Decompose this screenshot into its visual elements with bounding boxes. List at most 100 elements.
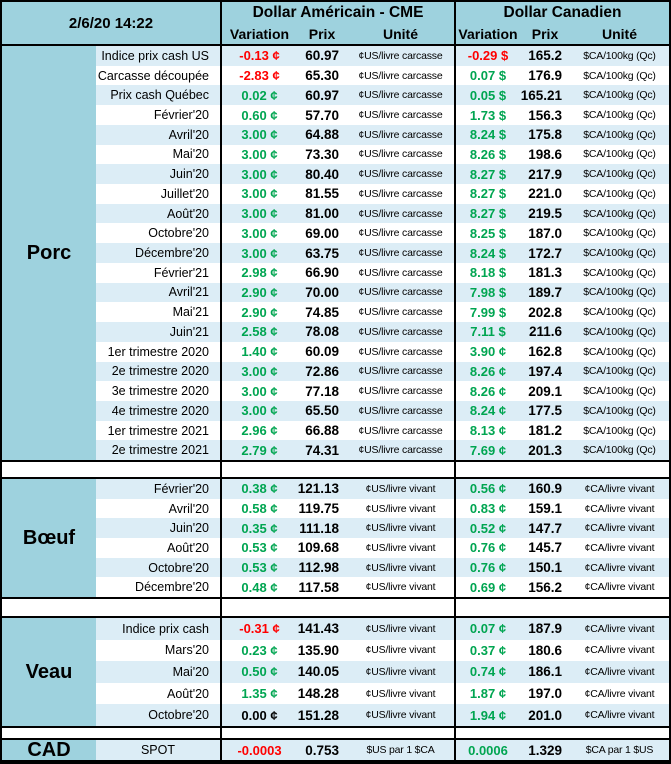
ca-unit-cell[interactable]: ¢CA/livre vivant	[584, 687, 655, 700]
us-prix-cell[interactable]: 81.55	[305, 186, 339, 202]
ca-prix-cell[interactable]: 217.9	[528, 166, 562, 182]
us-unit-cell[interactable]: ¢US/livre carcasse	[358, 404, 443, 417]
row-label[interactable]: Octobre'20	[148, 708, 209, 723]
ca-prix-cell[interactable]: 172.7	[528, 245, 562, 261]
us-variation-cell[interactable]: 0.35 ¢	[220, 518, 297, 539]
us-prix-cell[interactable]: 111.18	[299, 520, 339, 536]
ca-unit-cell[interactable]: $CA/100kg (Qc)	[583, 424, 656, 437]
us-variation-cell[interactable]: 1.35 ¢	[220, 682, 297, 705]
row-label[interactable]: Avril'20	[168, 501, 209, 516]
us-unit-cell[interactable]: ¢US/livre carcasse	[358, 187, 443, 200]
ca-prix-cell[interactable]: 147.7	[528, 520, 562, 536]
us-unit-cell[interactable]: ¢US/livre carcasse	[358, 424, 443, 437]
us-unit-cell[interactable]: ¢US/livre vivant	[365, 687, 436, 700]
us-unit-cell[interactable]: ¢US/livre carcasse	[358, 266, 443, 279]
ca-variation-cell[interactable]: 0.37 ¢	[454, 639, 520, 662]
us-unit-cell[interactable]: ¢US/livre carcasse	[358, 247, 443, 260]
row-label[interactable]: Juin'20	[169, 167, 209, 182]
ca-variation-cell[interactable]: 3.90 ¢	[454, 341, 520, 362]
us-variation-cell[interactable]: 0.23 ¢	[220, 639, 297, 662]
row-label[interactable]: Octobre'20	[148, 226, 209, 241]
ca-prix-cell[interactable]: 201.0	[528, 707, 562, 723]
us-prix-cell[interactable]: 78.08	[305, 324, 339, 340]
ca-prix-cell[interactable]: 181.3	[528, 265, 562, 281]
us-prix-cell[interactable]: 72.86	[305, 363, 339, 379]
ca-unit-cell[interactable]: $CA/100kg (Qc)	[583, 345, 656, 358]
row-label[interactable]: Avril'21	[168, 285, 209, 300]
us-unit-cell[interactable]: ¢US/livre vivant	[365, 709, 436, 722]
ca-variation-cell[interactable]: 0.05 $	[454, 85, 520, 106]
us-unit-cell[interactable]: ¢US/livre vivant	[365, 502, 436, 515]
us-variation-cell[interactable]: 2.90 ¢	[220, 302, 297, 323]
row-label[interactable]: 1er trimestre 2020	[107, 344, 209, 359]
us-variation-cell[interactable]: 0.48 ¢	[220, 577, 297, 598]
us-prix-cell[interactable]: 74.85	[305, 304, 339, 320]
us-prix-cell[interactable]: 70.00	[305, 284, 339, 300]
row-label[interactable]: Décembre'20	[135, 246, 209, 261]
row-label[interactable]: Carcasse découpée	[97, 68, 209, 83]
ca-unit-cell[interactable]: $CA/100kg (Qc)	[583, 227, 656, 240]
ca-unit-cell[interactable]: $CA/100kg (Qc)	[583, 385, 656, 398]
row-label[interactable]: Avril'20	[168, 127, 209, 142]
us-unit-cell[interactable]: ¢US/livre vivant	[365, 561, 436, 574]
ca-variation-cell[interactable]: 7.99 $	[454, 302, 520, 323]
ca-variation-cell[interactable]: 0.52 ¢	[454, 518, 520, 539]
us-variation-cell[interactable]: 0.00 ¢	[220, 704, 297, 726]
us-variation-cell[interactable]: 3.00 ¢	[220, 124, 297, 145]
ca-variation-cell[interactable]: 0.74 ¢	[454, 661, 520, 683]
us-variation-cell[interactable]: 2.96 ¢	[220, 420, 297, 441]
us-prix-cell[interactable]: 65.30	[305, 68, 339, 84]
ca-unit-cell[interactable]: $CA/100kg (Qc)	[583, 128, 656, 141]
us-prix-cell[interactable]: 69.00	[305, 225, 339, 241]
ca-prix-cell[interactable]: 198.6	[528, 146, 562, 162]
us-prix-cell[interactable]: 77.18	[305, 383, 339, 399]
us-variation-cell[interactable]: 2.79 ¢	[220, 440, 297, 461]
us-prix-cell[interactable]: 60.09	[305, 344, 339, 360]
us-unit-cell[interactable]: ¢US/livre carcasse	[358, 168, 443, 181]
us-prix-cell[interactable]: 81.00	[305, 206, 339, 222]
ca-prix-cell[interactable]: 189.7	[528, 284, 562, 300]
us-unit-cell[interactable]: ¢US/livre carcasse	[358, 128, 443, 141]
ca-unit-cell[interactable]: $CA/100kg (Qc)	[583, 187, 656, 200]
us-variation-cell[interactable]: -0.13 ¢	[220, 46, 297, 66]
row-label[interactable]: Juillet'20	[160, 186, 209, 201]
ca-variation-cell[interactable]: 1.94 ¢	[454, 704, 520, 726]
us-variation-cell[interactable]: 3.00 ¢	[220, 361, 297, 382]
row-label[interactable]: Mars'20	[164, 643, 209, 658]
ca-prix-cell[interactable]: 186.1	[528, 664, 562, 680]
row-label[interactable]: 1er trimestre 2021	[107, 423, 209, 438]
ca-prix-cell[interactable]: 209.1	[528, 383, 562, 399]
ca-prix-cell[interactable]: 156.3	[528, 107, 562, 123]
us-variation-cell[interactable]: 0.50 ¢	[220, 661, 297, 683]
ca-unit-cell[interactable]: $CA/100kg (Qc)	[583, 207, 656, 220]
us-unit-cell[interactable]: ¢US/livre carcasse	[358, 89, 443, 102]
ca-prix-cell[interactable]: 187.0	[528, 225, 562, 241]
us-prix-cell[interactable]: 112.98	[298, 560, 339, 576]
us-unit-cell[interactable]: ¢US/livre carcasse	[358, 227, 443, 240]
ca-unit-cell[interactable]: ¢CA/livre vivant	[584, 482, 655, 495]
ca-prix-cell[interactable]: 197.0	[528, 686, 562, 702]
row-label[interactable]: Août'20	[166, 686, 209, 701]
ca-variation-cell[interactable]: 0.07 ¢	[454, 618, 520, 640]
ca-variation-cell[interactable]: 8.24 $	[454, 124, 520, 145]
row-label[interactable]: Mai'20	[172, 147, 209, 162]
us-variation-cell[interactable]: 3.00 ¢	[220, 223, 297, 244]
us-prix-cell[interactable]: 66.90	[305, 265, 339, 281]
row-label[interactable]: Février'21	[153, 265, 209, 280]
us-variation-cell[interactable]: 3.00 ¢	[220, 243, 297, 263]
ca-unit-cell[interactable]: $CA par 1 $US	[585, 744, 654, 756]
us-variation-cell[interactable]: 0.53 ¢	[220, 557, 297, 578]
us-variation-cell[interactable]: 2.58 ¢	[220, 322, 297, 342]
row-label[interactable]: Décembre'20	[135, 580, 209, 595]
us-variation-cell[interactable]: 3.00 ¢	[220, 203, 297, 224]
us-unit-cell[interactable]: ¢US/livre carcasse	[358, 325, 443, 338]
us-variation-cell[interactable]: -0.31 ¢	[220, 618, 297, 640]
ca-unit-cell[interactable]: $CA/100kg (Qc)	[583, 89, 656, 102]
ca-variation-cell[interactable]: 8.26 ¢	[454, 361, 520, 382]
ca-variation-cell[interactable]: -0.29 $	[454, 46, 520, 66]
us-unit-cell[interactable]: ¢US/livre vivant	[365, 541, 436, 554]
row-label[interactable]: 2e trimestre 2020	[111, 364, 209, 379]
ca-prix-cell[interactable]: 165.21	[520, 87, 562, 103]
us-unit-cell[interactable]: ¢US/livre vivant	[365, 482, 436, 495]
ca-unit-cell[interactable]: $CA/100kg (Qc)	[583, 444, 656, 457]
